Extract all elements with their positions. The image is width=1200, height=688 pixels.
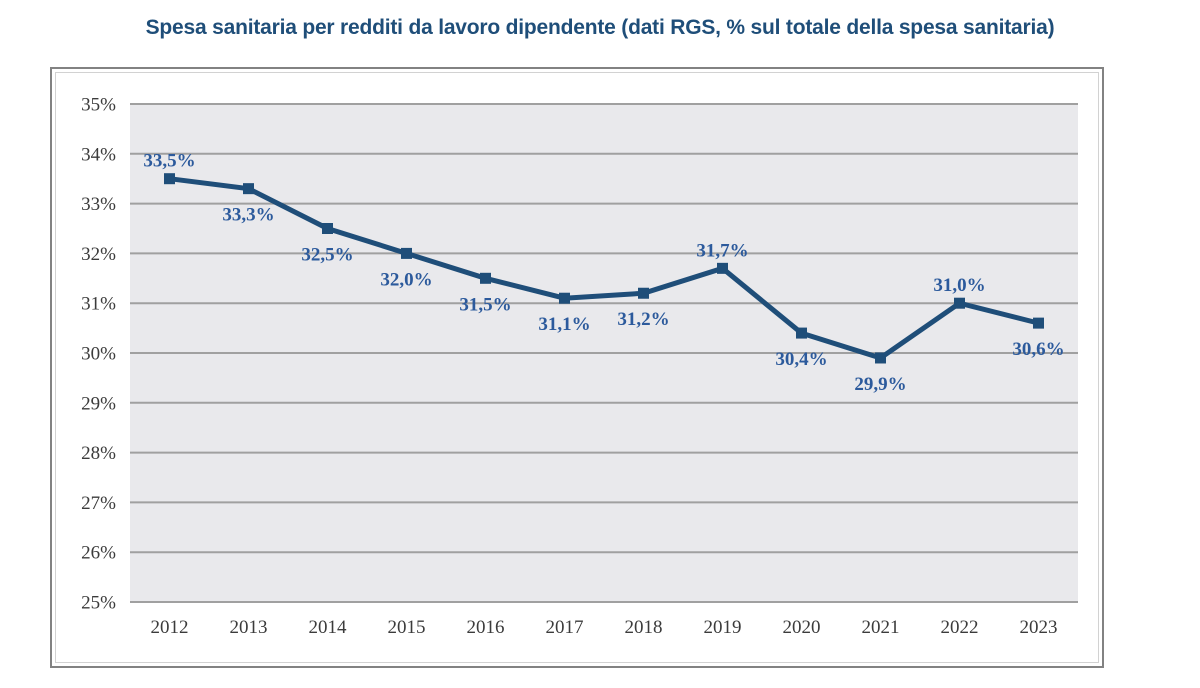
chart-title: Spesa sanitaria per redditi da lavoro di… xyxy=(145,16,1055,39)
y-tick-label: 34% xyxy=(81,144,116,165)
data-point-label: 31,0% xyxy=(933,275,985,296)
data-point-label: 32,5% xyxy=(301,245,353,266)
y-tick-label: 35% xyxy=(81,95,116,116)
data-point-label: 31,2% xyxy=(617,309,669,330)
x-tick-label: 2021 xyxy=(862,617,900,638)
x-tick-label: 2018 xyxy=(625,617,663,638)
line-chart: 35% 34% 33% 32% 31% 30% 29% 28% 27% 26% 25% 2012 201… xyxy=(81,95,1078,638)
data-point-label: 30,4% xyxy=(775,349,827,370)
y-tick-label: 30% xyxy=(81,344,116,365)
x-tick-label: 2016 xyxy=(467,617,505,638)
data-point-marker xyxy=(559,292,570,304)
data-point-label: 30,6% xyxy=(1012,339,1064,360)
data-point-label: 31,7% xyxy=(696,240,748,261)
data-point-marker xyxy=(638,287,649,299)
data-point-label: 33,3% xyxy=(222,205,274,226)
data-point-marker xyxy=(480,272,491,284)
data-point-marker xyxy=(796,327,807,339)
data-point-marker xyxy=(243,183,254,195)
data-point-marker xyxy=(717,262,728,274)
data-point-marker xyxy=(1033,317,1044,329)
y-tick-label: 29% xyxy=(81,393,116,414)
x-tick-label: 2015 xyxy=(388,617,426,638)
data-point-label: 31,1% xyxy=(538,314,590,335)
y-tick-label: 26% xyxy=(81,543,116,564)
data-point-label: 33,5% xyxy=(143,151,195,172)
chart-frame: 35% 34% 33% 32% 31% 30% 29% 28% 27% 26% 25% 2012 201… xyxy=(50,67,1104,668)
series-line xyxy=(169,176,1040,361)
y-tick-label: 25% xyxy=(81,593,116,614)
y-tick-label: 33% xyxy=(81,194,116,215)
data-point-marker xyxy=(164,173,175,185)
x-tick-label: 2013 xyxy=(230,617,268,638)
y-tick-label: 27% xyxy=(81,493,116,514)
x-tick-label: 2022 xyxy=(941,617,979,638)
y-tick-label: 28% xyxy=(81,443,116,464)
x-tick-label: 2023 xyxy=(1020,617,1058,638)
y-tick-label: 31% xyxy=(81,294,116,315)
data-point-label: 32,0% xyxy=(380,269,432,290)
x-tick-label: 2019 xyxy=(704,617,742,638)
data-point-marker xyxy=(322,223,333,234)
data-point-marker xyxy=(954,297,965,309)
x-tick-label: 2012 xyxy=(151,617,189,638)
x-tick-label: 2014 xyxy=(309,617,348,638)
data-point-marker xyxy=(401,247,412,259)
data-point-label: 29,9% xyxy=(854,374,906,395)
x-tick-label: 2020 xyxy=(783,617,821,638)
data-point-label: 31,5% xyxy=(459,294,511,315)
data-point-marker xyxy=(875,352,886,364)
y-tick-label: 32% xyxy=(81,244,116,265)
x-tick-label: 2017 xyxy=(546,617,584,638)
